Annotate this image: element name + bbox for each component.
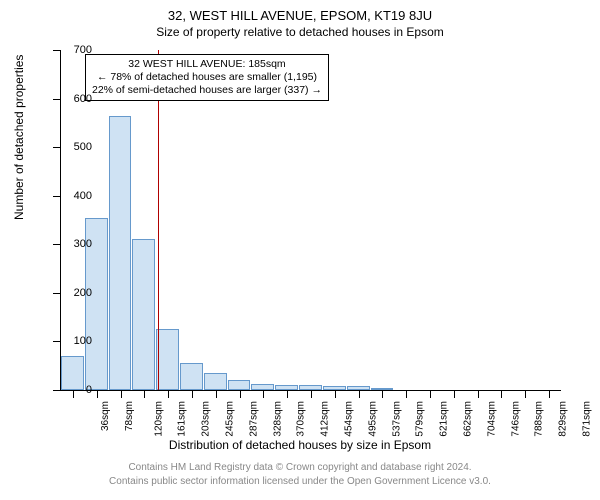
xtick-label: 36sqm <box>100 401 111 431</box>
chart-title: 32, WEST HILL AVENUE, EPSOM, KT19 8JU <box>0 0 600 23</box>
xtick <box>287 390 288 398</box>
footer-copyright: Contains HM Land Registry data © Crown c… <box>0 462 600 473</box>
xtick <box>406 390 407 398</box>
annotation-line: ← 78% of detached houses are smaller (1,… <box>92 71 322 84</box>
xtick-label: 704sqm <box>486 401 497 437</box>
bar <box>156 329 179 390</box>
plot-region: 36sqm78sqm120sqm161sqm203sqm245sqm287sqm… <box>60 50 561 391</box>
xtick <box>430 390 431 398</box>
xtick <box>192 390 193 398</box>
annotation-box: 32 WEST HILL AVENUE: 185sqm← 78% of deta… <box>85 54 329 101</box>
xtick <box>144 390 145 398</box>
xtick <box>216 390 217 398</box>
y-axis-label: Number of detached properties <box>12 55 26 220</box>
xtick-label: 579sqm <box>415 401 426 437</box>
xtick <box>168 390 169 398</box>
xtick-label: 328sqm <box>272 401 283 437</box>
xtick-label: 537sqm <box>391 401 402 437</box>
ytick-label: 700 <box>62 44 92 56</box>
xtick <box>382 390 383 398</box>
ytick-label: 600 <box>62 93 92 105</box>
xtick-label: 495sqm <box>367 401 378 437</box>
xtick-label: 245sqm <box>225 401 236 437</box>
ytick-label: 300 <box>62 238 92 250</box>
xtick <box>311 390 312 398</box>
ytick <box>53 196 61 197</box>
xtick-label: 287sqm <box>248 401 259 437</box>
chart-subtitle: Size of property relative to detached ho… <box>0 23 600 39</box>
bar <box>180 363 203 390</box>
ytick <box>53 244 61 245</box>
ytick-label: 100 <box>62 335 92 347</box>
bar <box>228 380 251 390</box>
bar <box>132 239 155 390</box>
xtick-label: 788sqm <box>534 401 545 437</box>
ytick <box>53 293 61 294</box>
xtick-label: 120sqm <box>153 401 164 437</box>
xtick <box>359 390 360 398</box>
ytick <box>53 341 61 342</box>
xtick <box>478 390 479 398</box>
ytick <box>53 390 61 391</box>
ytick-label: 200 <box>62 287 92 299</box>
xtick <box>335 390 336 398</box>
xtick-label: 662sqm <box>463 401 474 437</box>
ytick <box>53 50 61 51</box>
xtick-label: 621sqm <box>439 401 450 437</box>
chart-area: 36sqm78sqm120sqm161sqm203sqm245sqm287sqm… <box>60 50 560 390</box>
xtick-label: 871sqm <box>582 401 593 437</box>
bar <box>109 116 132 390</box>
xtick-label: 203sqm <box>201 401 212 437</box>
xtick-label: 412sqm <box>320 401 331 437</box>
xtick <box>525 390 526 398</box>
annotation-line: 22% of semi-detached houses are larger (… <box>92 84 322 97</box>
xtick-label: 161sqm <box>177 401 188 437</box>
xtick <box>240 390 241 398</box>
xtick <box>97 390 98 398</box>
ytick <box>53 147 61 148</box>
xtick <box>263 390 264 398</box>
annotation-line: 32 WEST HILL AVENUE: 185sqm <box>92 58 322 71</box>
ytick <box>53 99 61 100</box>
xtick-label: 78sqm <box>124 401 135 431</box>
xtick <box>121 390 122 398</box>
xtick <box>454 390 455 398</box>
bar <box>204 373 227 390</box>
xtick-label: 454sqm <box>344 401 355 437</box>
ytick-label: 0 <box>62 384 92 396</box>
xtick-label: 370sqm <box>296 401 307 437</box>
ytick-label: 400 <box>62 190 92 202</box>
xtick-label: 829sqm <box>558 401 569 437</box>
ytick-label: 500 <box>62 141 92 153</box>
xtick-label: 746sqm <box>510 401 521 437</box>
xtick <box>501 390 502 398</box>
xtick <box>549 390 550 398</box>
footer-licence: Contains public sector information licen… <box>0 476 600 487</box>
x-axis-label: Distribution of detached houses by size … <box>0 438 600 452</box>
